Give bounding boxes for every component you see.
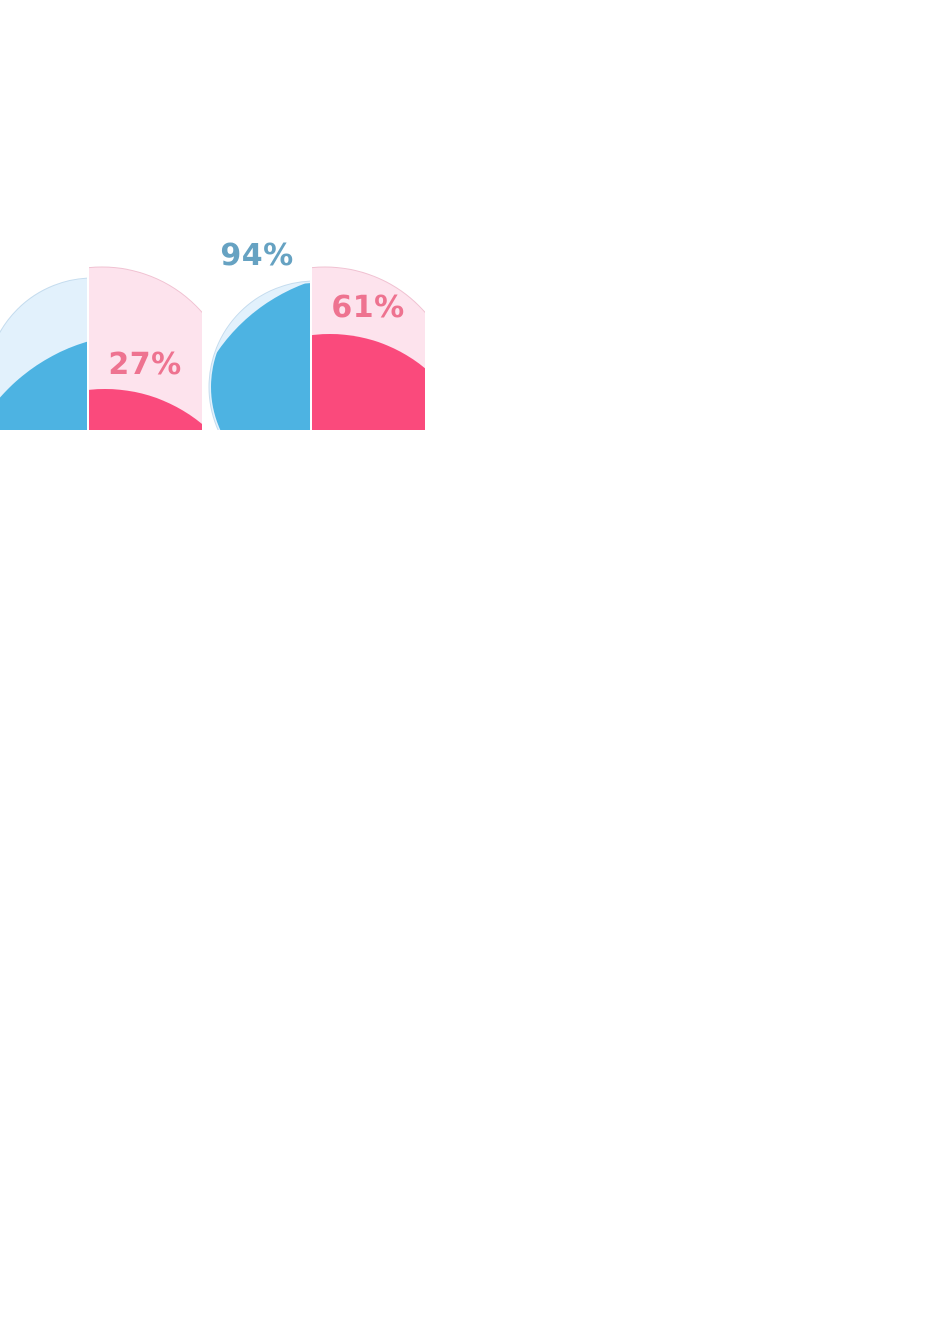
liquid-gauge-chart: 94% 61% 27% <box>0 0 950 520</box>
gauge-blue-left <box>0 277 87 430</box>
gauge-svg <box>0 266 425 430</box>
gauge-pink-left-value-label: 27% <box>108 347 182 382</box>
gauge-blue-right-liquid-fill <box>211 283 310 430</box>
gauge-pink-left-background-circle <box>89 266 202 430</box>
gauge-pink-right-value-label: 61% <box>331 290 405 325</box>
gauge-pink-right <box>312 266 425 430</box>
gauge-blue-right <box>208 280 310 430</box>
gauge-blue-right-value-label: 94% <box>220 238 294 273</box>
gauge-blue-left-liquid-fill <box>0 334 87 430</box>
gauge-pink-left <box>89 266 202 430</box>
gauge-pink-right-liquid-fill <box>312 334 425 430</box>
